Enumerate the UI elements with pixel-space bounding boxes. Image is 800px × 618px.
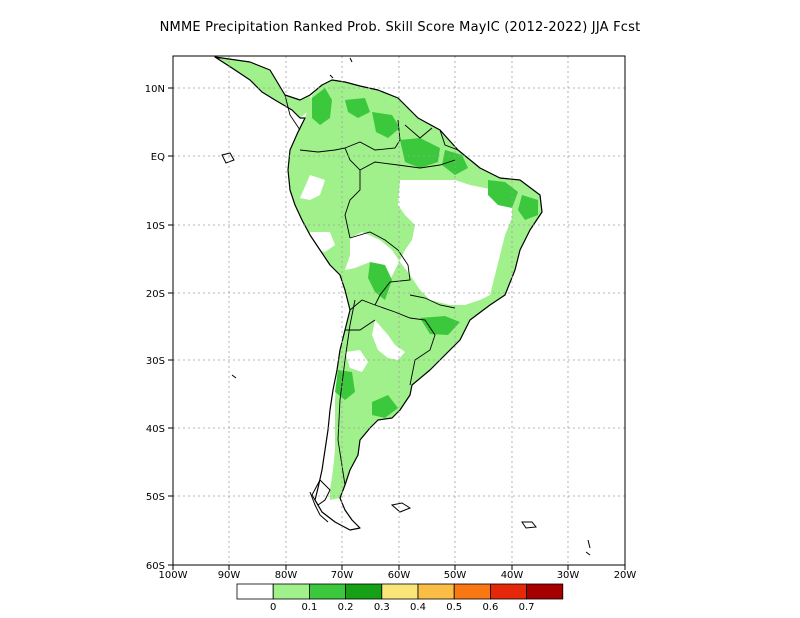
colorbar-swatch [381,583,419,600]
colorbar-label: 0.5 [446,602,462,613]
colorbar-label: 0.3 [374,602,390,613]
lon-label: 20W [614,570,637,581]
colorbar-swatch [272,583,310,600]
lon-labels: 100W 90W 80W 70W 60W 50W 40W 30W 20W [159,570,637,581]
colorbar-label: 0.1 [301,602,317,613]
lat-label: 40S [146,424,165,435]
country-borders [284,94,459,486]
graticule [173,56,625,565]
lon-label: 60W [388,570,411,581]
lon-label: 100W [159,570,188,581]
lat-label: 50S [146,492,165,503]
axis-ticks [168,87,626,570]
colorbar-swatch [308,583,346,600]
colorbar-swatch [236,583,274,600]
colorbar-label: 0.7 [519,602,535,613]
coastlines [214,56,543,531]
lon-label: 40W [501,570,524,581]
lon-label: 70W [331,570,354,581]
colorbar-swatch [345,583,383,600]
lat-label: 20S [146,289,165,300]
colorbar-label: 0.6 [482,602,498,613]
skill-fill-medium [312,88,538,418]
lon-label: 50W [444,570,467,581]
lat-label: 30S [146,356,165,367]
lat-label: 10N [145,84,165,95]
lon-label: 80W [275,570,298,581]
colorbar [236,583,564,600]
lat-label: 10S [146,221,165,232]
colorbar-swatch [489,583,527,600]
colorbar-swatch [453,583,491,600]
lon-label: 90W [218,570,241,581]
colorbar-label: 0.4 [410,602,426,613]
lon-label: 30W [557,570,580,581]
lat-label: EQ [151,152,165,163]
colorbar-swatch [417,583,455,600]
lat-labels: 10N EQ 10S 20S 30S 40S 50S 60S [145,84,165,572]
colorbar-labels: 0 0.1 0.2 0.3 0.4 0.5 0.6 0.7 [270,602,535,613]
colorbar-swatch [526,583,564,600]
islands [221,57,591,556]
lat-label: 60S [146,561,165,572]
colorbar-label: 0.2 [338,602,354,613]
map-title: NMME Precipitation Ranked Prob. Skill Sc… [159,20,641,35]
colorbar-label: 0 [270,602,276,613]
